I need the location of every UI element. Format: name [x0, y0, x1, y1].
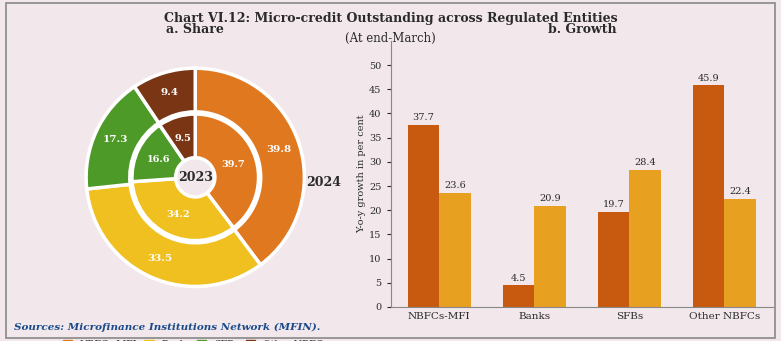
Text: 39.7: 39.7	[222, 160, 245, 169]
Wedge shape	[86, 87, 159, 189]
Wedge shape	[134, 68, 195, 123]
Text: 9.4: 9.4	[161, 88, 179, 97]
Wedge shape	[195, 114, 259, 228]
Y-axis label: Y-o-y growth in per cent: Y-o-y growth in per cent	[358, 115, 366, 233]
Text: 34.2: 34.2	[166, 210, 191, 219]
Text: 9.5: 9.5	[175, 134, 192, 143]
Bar	[503, 285, 534, 307]
Text: 39.8: 39.8	[266, 145, 291, 154]
Text: (At end-March): (At end-March)	[345, 32, 436, 45]
Bar	[439, 193, 471, 307]
Bar	[408, 124, 439, 307]
Bar	[534, 206, 565, 307]
Wedge shape	[132, 125, 184, 182]
Text: 33.5: 33.5	[148, 254, 173, 263]
Text: 19.7: 19.7	[603, 200, 625, 209]
Text: Chart VI.12: Micro-credit Outstanding across Regulated Entities: Chart VI.12: Micro-credit Outstanding ac…	[164, 12, 617, 25]
Text: 17.3: 17.3	[102, 135, 128, 145]
Title: a. Share: a. Share	[166, 23, 224, 35]
Bar	[598, 212, 629, 307]
Wedge shape	[87, 184, 261, 286]
Wedge shape	[132, 179, 234, 241]
Text: 23.6: 23.6	[444, 181, 465, 190]
Text: 20.9: 20.9	[539, 194, 561, 204]
Text: 2024: 2024	[306, 176, 341, 189]
Title: b. Growth: b. Growth	[547, 23, 616, 35]
Legend: NBFCs-MFI, Banks, SFBs, Other NBFCs: NBFCs-MFI, Banks, SFBs, Other NBFCs	[59, 336, 331, 341]
Wedge shape	[195, 68, 305, 265]
Text: 16.6: 16.6	[147, 155, 171, 164]
Text: Sources: Microfinance Institutions Network (MFIN).: Sources: Microfinance Institutions Netwo…	[14, 323, 320, 332]
Bar	[693, 85, 725, 307]
Text: 4.5: 4.5	[511, 274, 526, 283]
Text: 22.4: 22.4	[729, 187, 751, 196]
Text: 2023: 2023	[178, 171, 212, 184]
Bar	[629, 169, 661, 307]
Bar	[725, 198, 756, 307]
Text: 28.4: 28.4	[634, 158, 656, 167]
Text: 37.7: 37.7	[412, 113, 434, 122]
Wedge shape	[159, 114, 195, 161]
Text: 45.9: 45.9	[698, 74, 719, 83]
